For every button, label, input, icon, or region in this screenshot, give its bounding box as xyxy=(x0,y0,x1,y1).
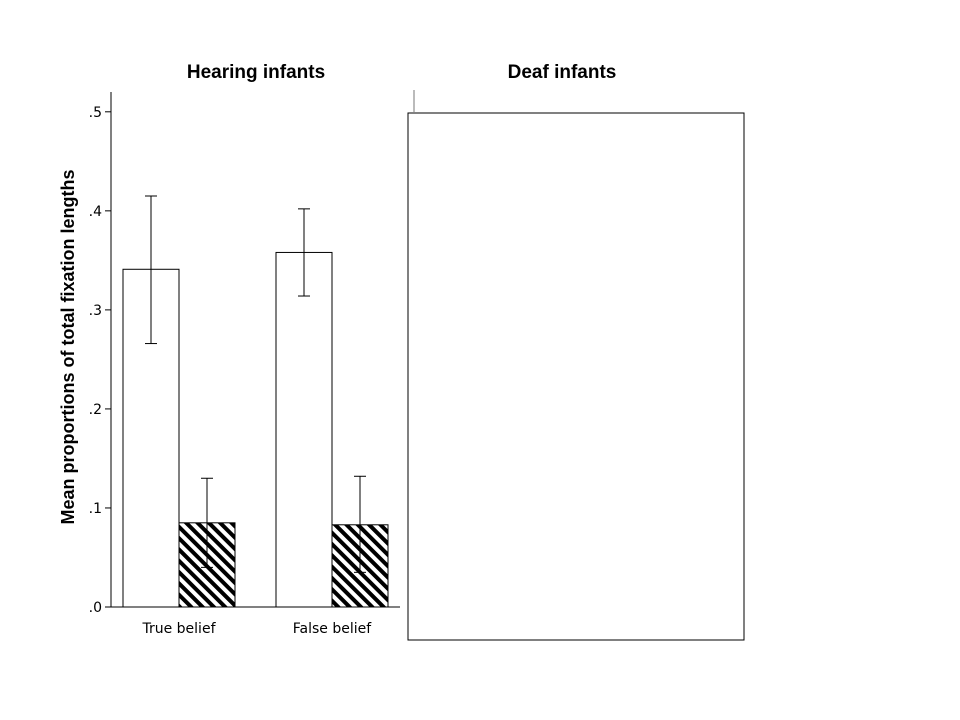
y-ticks: .0 .1 .2 .3 .4 .5 xyxy=(89,105,111,616)
y-axis-label: Mean proportions of total fixation lengt… xyxy=(58,170,78,525)
error-bars xyxy=(145,195,366,573)
y-tick-label: .5 xyxy=(89,105,102,121)
y-tick-label: .1 xyxy=(89,501,102,517)
bars xyxy=(122,251,389,608)
category-label: False belief xyxy=(293,621,372,637)
panel-title-hearing: Hearing infants xyxy=(187,62,325,83)
blank-panel-box xyxy=(407,112,745,641)
y-tick-label: .0 xyxy=(89,600,102,616)
category-label: True belief xyxy=(141,621,216,637)
bar-plain xyxy=(275,251,333,608)
y-tick-label: .2 xyxy=(89,402,102,418)
y-tick-label: .3 xyxy=(89,303,102,319)
category-labels: True belief False belief xyxy=(141,621,372,637)
y-tick-label: .4 xyxy=(89,204,102,220)
panel-title-deaf: Deaf infants xyxy=(508,62,617,83)
